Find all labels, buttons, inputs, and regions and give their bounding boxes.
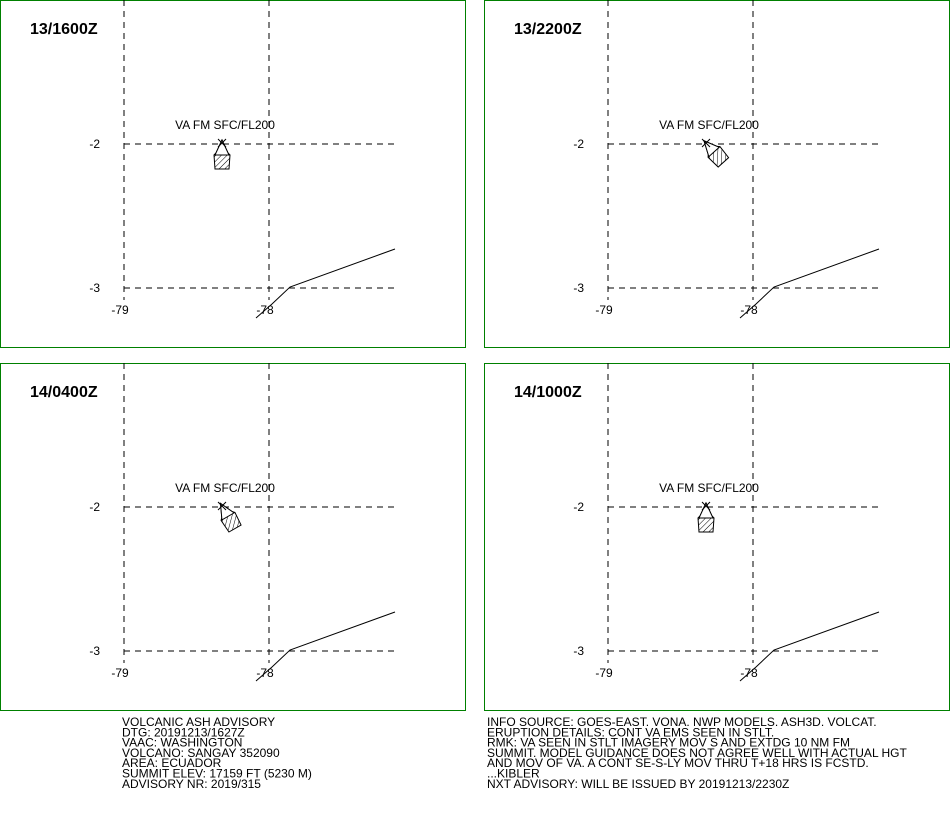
advisory-line: DTG: 20191213/1627Z [122, 725, 245, 739]
advisory-line: NXT ADVISORY: WILL BE ISSUED BY 20191213… [487, 777, 789, 791]
longitude-label: -79 [111, 666, 129, 680]
advisory-line: ERUPTION DETAILS: CONT VA EMS SEEN IN ST… [487, 725, 774, 739]
ash-plume [219, 502, 242, 533]
latitude-label: -3 [89, 644, 100, 658]
coastline [255, 611, 396, 682]
ash-plume [213, 138, 231, 170]
advisory-line: AREA: ECUADOR [122, 756, 222, 770]
advisory-line: RMK: VA SEEN IN STLT IMAGERY MOV S AND E… [487, 736, 850, 750]
longitude-label: -79 [111, 303, 129, 317]
coastline [255, 248, 396, 319]
latitude-label: -3 [573, 644, 584, 658]
ash-label: VA FM SFC/FL200 [659, 481, 759, 495]
advisory-line: INFO SOURCE: GOES-EAST. VONA. NWP MODELS… [487, 715, 877, 729]
plume-head [214, 138, 230, 156]
panel-border [484, 363, 950, 711]
panel-border [484, 0, 950, 348]
volcano-marker [701, 501, 711, 511]
latitude-label: -2 [573, 500, 584, 514]
valid-time: 13/2200Z [514, 21, 582, 38]
ash-label: VA FM SFC/FL200 [175, 118, 275, 132]
valid-time: 14/1000Z [514, 384, 582, 401]
advisory-line: VOLCANIC ASH ADVISORY [122, 715, 275, 729]
advisory-line: ...KIBLER [487, 767, 540, 781]
longitude-label: -79 [595, 666, 613, 680]
latitude-label: -3 [573, 281, 584, 295]
latitude-label: -2 [573, 137, 584, 151]
volcano-marker [217, 138, 227, 148]
ash-plume [697, 501, 715, 533]
plume-head [698, 501, 714, 519]
panel-border [0, 0, 466, 348]
advisory-line: VOLCANO: SANGAY 352090 [122, 746, 280, 760]
panel-border [0, 363, 466, 711]
valid-time: 14/0400Z [30, 384, 98, 401]
coastline [739, 248, 880, 319]
advisory-line: ADVISORY NR: 2019/315 [122, 777, 261, 791]
volcano-marker [701, 138, 711, 148]
valid-time: 13/1600Z [30, 21, 98, 38]
ash-label: VA FM SFC/FL200 [175, 481, 275, 495]
volcano-marker [217, 501, 227, 511]
coastline [739, 611, 880, 682]
latitude-label: -2 [89, 500, 100, 514]
advisory-line: SUMMIT. MODEL GUIDANCE DOES NOT AGREE WE… [487, 746, 908, 760]
latitude-label: -2 [89, 137, 100, 151]
longitude-label: -79 [595, 303, 613, 317]
ash-label: VA FM SFC/FL200 [659, 118, 759, 132]
latitude-label: -3 [89, 281, 100, 295]
advisory-line: SUMMIT ELEV: 17159 FT (5230 M) [122, 767, 312, 781]
advisory-line: VAAC: WASHINGTON [122, 736, 242, 750]
advisory-line: AND MOV OF VA. A CONT SE-S-LY MOV THRU T… [487, 756, 869, 770]
